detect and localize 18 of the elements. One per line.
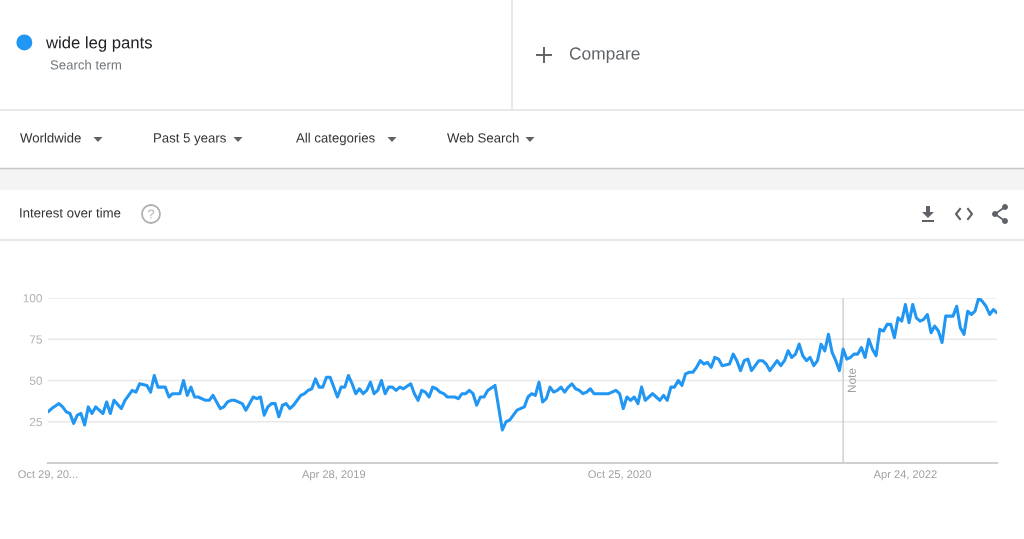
y-tick-label: 100 xyxy=(23,294,42,303)
ref-line-label: Note xyxy=(847,368,856,392)
text: Web Search xyxy=(447,132,519,143)
text: All categories xyxy=(296,132,375,146)
line-series xyxy=(48,298,997,432)
x-tick-label: Oct 29, 20... xyxy=(18,470,78,480)
text: Worldwide xyxy=(20,132,81,143)
y-tick-label: 75 xyxy=(29,335,42,344)
y-tick-label: 50 xyxy=(29,376,42,385)
text: Search term xyxy=(50,59,121,70)
text: Past 5 years xyxy=(154,133,226,146)
x-tick-label: Apr 28, 2019 xyxy=(302,470,366,481)
x-tick-label: Apr 24, 2022 xyxy=(873,470,937,481)
y-tick-label: 25 xyxy=(29,417,42,427)
legend-label: wide leg pants xyxy=(45,36,152,52)
chart-title: Interest over time xyxy=(20,207,121,218)
text: Compare xyxy=(569,47,640,64)
x-tick-label: Oct 25, 2020 xyxy=(588,470,651,480)
